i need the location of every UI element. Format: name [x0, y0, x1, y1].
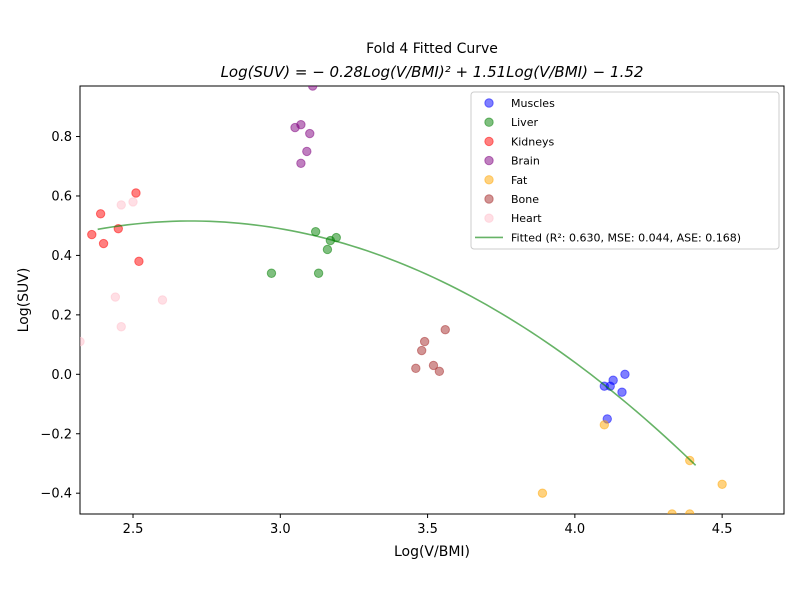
- liver-point: [313, 268, 324, 278]
- heart-point: [116, 200, 126, 210]
- x-tick-label: 4.5: [712, 522, 733, 537]
- legend-marker-muscles: [484, 98, 494, 108]
- legend-label-bone: Bone: [511, 193, 539, 206]
- liver-point: [322, 244, 333, 255]
- legend: Muscles Liver Kidneys Brain Fat Bone Heart Fitt…: [470, 91, 780, 250]
- legend-box: [470, 91, 780, 250]
- heart-point: [128, 197, 138, 207]
- liver-point: [266, 268, 277, 278]
- legend-marker-kidneys: [484, 136, 494, 147]
- y-tick-label: 0.0: [51, 368, 72, 383]
- fat-point: [685, 509, 695, 514]
- brain-point: [308, 86, 318, 91]
- muscles-point: [617, 387, 627, 397]
- heart-point: [157, 295, 168, 305]
- axes-frame: [79, 85, 785, 515]
- x-axis-label: Log(V/BMI): [394, 544, 470, 560]
- bone-point: [416, 345, 427, 356]
- fat-point: [537, 488, 548, 498]
- kidneys-point: [134, 256, 144, 267]
- fat-point: [599, 420, 610, 430]
- y-tick-label: −0.2: [40, 427, 72, 442]
- bone-point: [419, 336, 430, 347]
- fitted-curve-layer: [97, 220, 697, 466]
- x-tick-label: 3.0: [270, 522, 291, 537]
- heart-point: [80, 336, 85, 347]
- scatter-points: [80, 86, 727, 514]
- y-tick-label: 0.6: [51, 189, 72, 204]
- legend-marker-brain: [484, 155, 494, 166]
- legend-marker-bone: [484, 194, 494, 204]
- heart-point: [110, 292, 121, 302]
- legend-marker-heart: [484, 213, 494, 223]
- heart-point: [116, 322, 126, 332]
- chart-title: Fold 4 Fitted Curve: [366, 41, 498, 57]
- y-tick-label: 0.4: [51, 249, 72, 264]
- legend-label-heart: Heart: [511, 212, 542, 225]
- kidneys-point: [98, 238, 109, 249]
- fat-point: [717, 479, 727, 489]
- legend-marker-liver: [484, 117, 494, 127]
- brain-point: [302, 146, 312, 157]
- kidneys-point: [95, 209, 106, 219]
- muscles-point: [620, 369, 630, 380]
- legend-label-fitted: Fitted (R²: 0.630, MSE: 0.044, ASE: 0.16…: [511, 231, 741, 244]
- bone-point: [428, 360, 439, 371]
- legend-label-kidneys: Kidneys: [511, 135, 555, 148]
- fat-point: [667, 509, 677, 514]
- legend-label-liver: Liver: [511, 116, 538, 129]
- legend-label-brain: Brain: [511, 155, 540, 168]
- brain-point: [305, 128, 315, 139]
- y-tick-label: −0.4: [40, 487, 72, 502]
- x-tick-label: 2.5: [123, 522, 144, 537]
- x-tick-label: 4.0: [565, 522, 586, 537]
- brain-point: [296, 158, 306, 168]
- bone-point: [411, 363, 421, 374]
- legend-marker-fat: [484, 175, 494, 185]
- fitted-curve: [97, 220, 697, 466]
- plot-area: [79, 85, 785, 515]
- legend-label-muscles: Muscles: [511, 97, 555, 110]
- y-axis-label: Log(SUV): [16, 268, 32, 333]
- kidneys-point: [87, 229, 97, 240]
- y-axis-ticks: −0.4 −0.2 0.0 0.2 0.4 0.6 0.8: [40, 130, 80, 502]
- brain-point: [296, 119, 306, 130]
- chart-subtitle: Log(SUV) = − 0.28Log(V/BMI)² + 1.51Log(V…: [221, 63, 644, 81]
- kidneys-point: [131, 188, 141, 198]
- x-tick-label: 3.5: [417, 522, 438, 537]
- x-axis-ticks: 2.5 3.0 3.5 4.0 4.5: [123, 514, 733, 537]
- y-tick-label: 0.8: [51, 130, 72, 145]
- y-tick-label: 0.2: [51, 308, 72, 323]
- bone-point: [434, 366, 445, 377]
- bone-point: [440, 325, 450, 335]
- legend-label-fat: Fat: [511, 174, 528, 187]
- muscles-point: [608, 375, 618, 385]
